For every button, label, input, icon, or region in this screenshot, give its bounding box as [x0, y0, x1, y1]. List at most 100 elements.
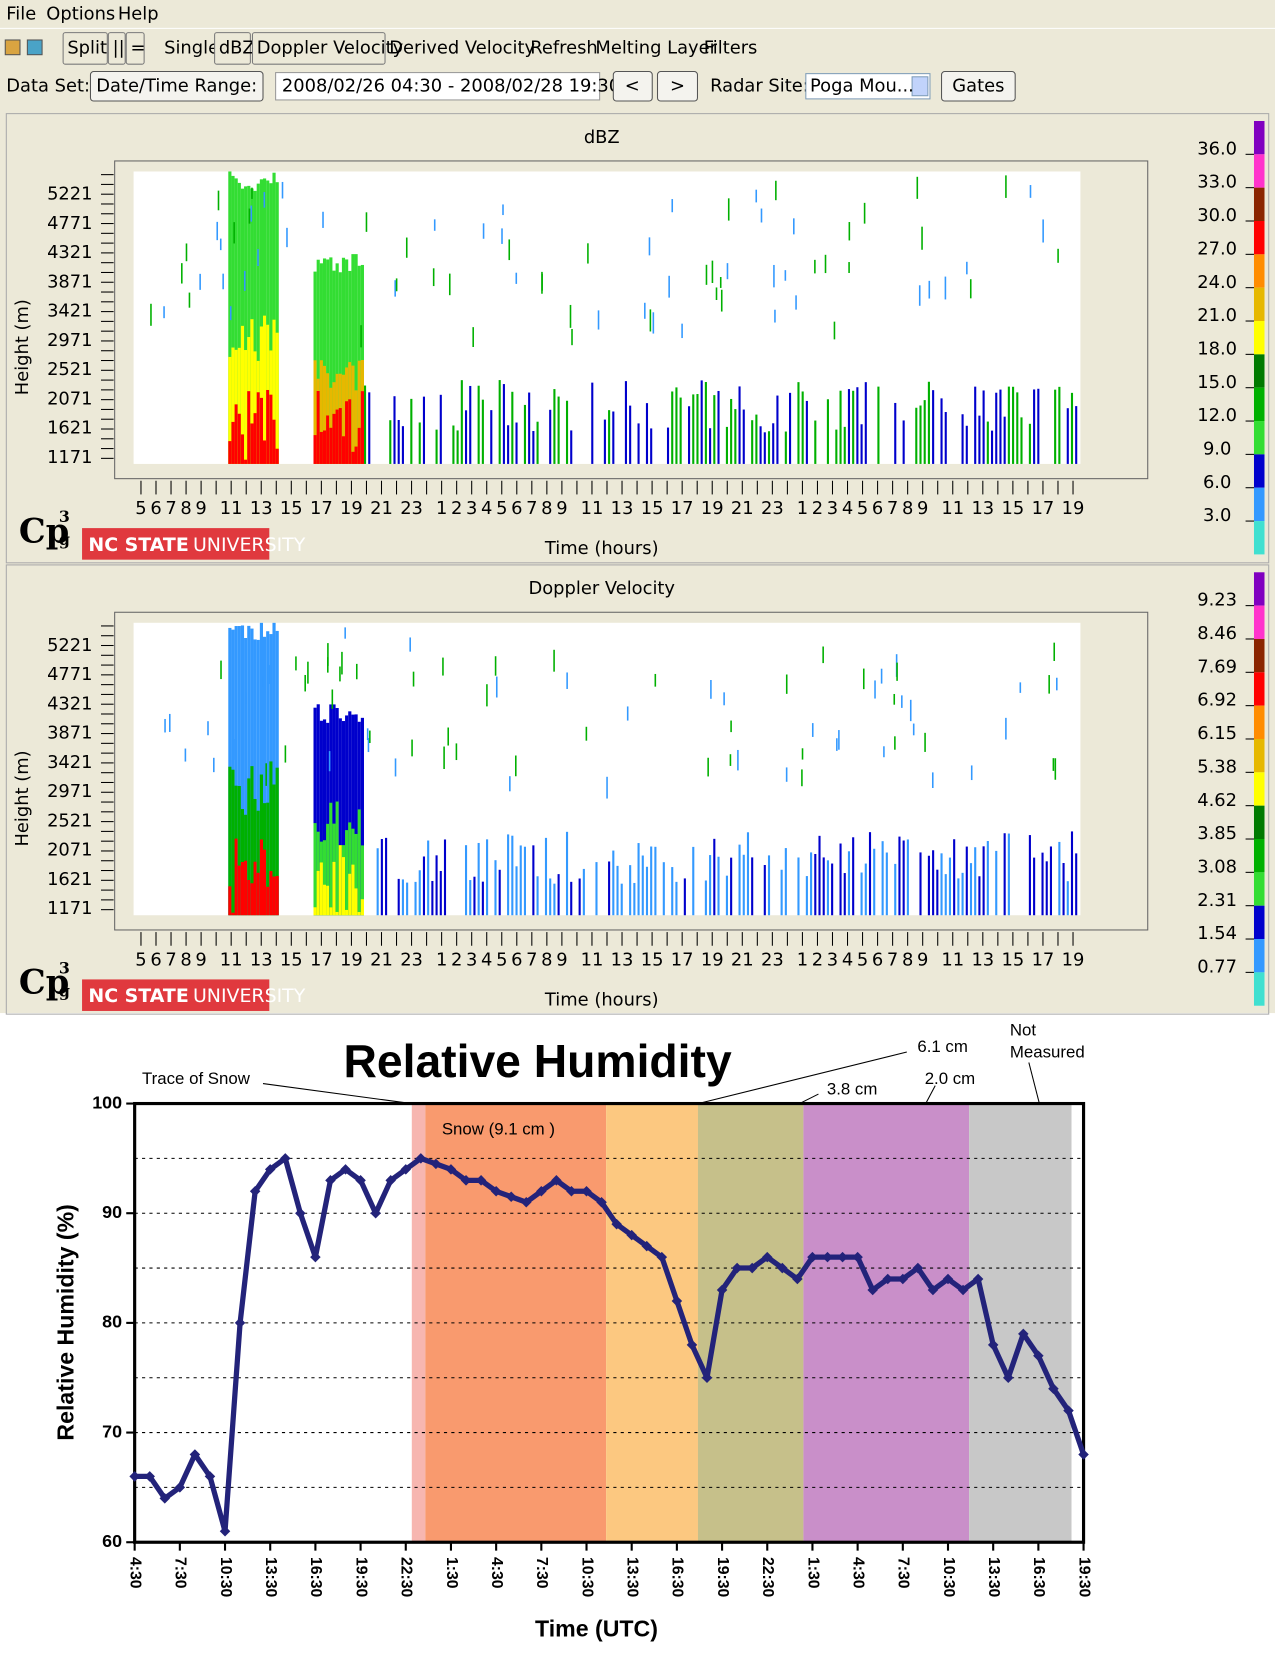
toolbar-button[interactable]: dBZ: [219, 37, 255, 58]
rh-point: [264, 1164, 276, 1175]
radar-echo: [893, 693, 896, 705]
radar-echo: [822, 646, 824, 664]
radar-echo: [397, 420, 400, 464]
prev-button[interactable]: <: [625, 75, 640, 96]
y-tick-label: 3871: [47, 271, 93, 292]
radar-echo: [700, 380, 703, 464]
radar-echo: [464, 410, 468, 464]
radar-echo: [494, 656, 497, 676]
radar-echo: [256, 872, 260, 916]
radar-echo: [335, 263, 339, 464]
rh-point: [746, 1262, 758, 1274]
radar-echo: [557, 874, 560, 916]
radar-echo: [244, 860, 248, 916]
next-button[interactable]: >: [670, 75, 685, 96]
radar-echo: [570, 881, 573, 916]
radar-echo: [411, 739, 413, 757]
radar-echo: [746, 832, 750, 916]
y-tick-label: 2971: [47, 330, 93, 351]
radar-echo: [244, 459, 248, 464]
radar-echo: [811, 723, 814, 737]
colorbar-label: 21.0: [1197, 305, 1237, 326]
radar-echo: [717, 856, 720, 916]
radar-echo: [671, 199, 674, 213]
menu-item[interactable]: Help: [118, 4, 159, 25]
radar-echo: [932, 390, 935, 464]
x-tick-label: 17: [671, 498, 694, 519]
cp3g-logo: Cp: [19, 962, 69, 1002]
radar-echo: [966, 261, 968, 275]
rh-point: [581, 1186, 592, 1197]
annotation-leader: [698, 1051, 907, 1105]
radar-echo: [251, 187, 253, 199]
radar-echo: [263, 636, 267, 916]
radar-echo: [345, 909, 349, 916]
menu-item[interactable]: File: [6, 4, 36, 25]
radar-echo: [1016, 392, 1019, 464]
toolbar-button[interactable]: Refresh: [530, 37, 598, 58]
x-tick-label: 23: [400, 949, 423, 970]
radar-echo: [863, 202, 866, 224]
radar-echo: [544, 837, 548, 916]
colorbar-label: 3.0: [1203, 505, 1231, 526]
radar-echo: [237, 182, 241, 464]
toolbar-button[interactable]: Doppler Velocity: [257, 37, 404, 58]
radar-echo: [515, 866, 518, 916]
colorbar-segment: [1253, 421, 1265, 455]
toolbar-button[interactable]: Split: [67, 37, 107, 58]
y-tick-label: 90: [102, 1202, 122, 1222]
x-tick-label: 1: [797, 498, 808, 519]
radar-echo: [838, 730, 840, 750]
radar-site-value[interactable]: Poga Mou...: [810, 75, 914, 96]
radar-echo: [772, 423, 775, 464]
radar-echo: [322, 884, 327, 916]
annotation: 2.0 cm: [925, 1069, 976, 1088]
toolbar-button[interactable]: =: [130, 37, 145, 58]
radar-echo: [565, 400, 569, 464]
radar-echo: [961, 414, 964, 464]
rh-point: [716, 1284, 728, 1296]
radar-echo: [595, 862, 598, 916]
rh-point: [1048, 1383, 1059, 1394]
radar-echo: [262, 676, 264, 687]
radar-echo: [448, 273, 451, 296]
radar-echo: [481, 881, 484, 916]
radar-echo: [351, 451, 355, 464]
date-range-button[interactable]: Date/Time Range:: [96, 75, 257, 96]
rh-point: [475, 1175, 487, 1186]
gates-button[interactable]: Gates: [952, 75, 1004, 96]
y-tick-label: 5221: [47, 635, 93, 656]
rh-point: [129, 1471, 140, 1482]
radar-echo: [316, 391, 320, 464]
radar-echo: [418, 870, 421, 916]
rh-point: [144, 1471, 155, 1482]
radar-echo: [860, 424, 863, 464]
radar-echo: [181, 263, 183, 284]
radar-echo: [1070, 831, 1074, 916]
toolbar-button[interactable]: Derived Velocity: [389, 37, 535, 58]
rh-point: [189, 1449, 201, 1460]
date-range-value: 2008/02/26 04:30 - 2008/02/28 19:30: [282, 75, 620, 96]
radar-echo: [263, 440, 267, 464]
toolbar-button[interactable]: Melting Layer: [595, 37, 717, 58]
radar-echo: [928, 280, 931, 299]
radar-echo: [295, 656, 297, 671]
toolbar-button[interactable]: Filters: [704, 37, 758, 58]
radar-echo: [541, 271, 543, 294]
radar-echo: [335, 911, 339, 916]
radar-echo: [880, 668, 883, 684]
toolbar-button[interactable]: Single: [164, 37, 219, 58]
menu-item[interactable]: Options: [46, 4, 115, 25]
x-tick-label: 7: [887, 498, 898, 519]
radar-echo: [486, 684, 488, 707]
radar-echo: [650, 428, 653, 464]
radar-echo: [443, 746, 445, 769]
radar-echo: [671, 867, 674, 916]
ncsu-logo-part: NC STATE: [88, 985, 188, 1007]
colorbar-label: 12.0: [1197, 405, 1237, 426]
y-tick-label: 1621: [47, 418, 93, 439]
colorbar-label: 9.0: [1203, 439, 1231, 460]
toolbar-button[interactable]: ||: [113, 37, 125, 58]
radar-echo: [843, 873, 846, 916]
